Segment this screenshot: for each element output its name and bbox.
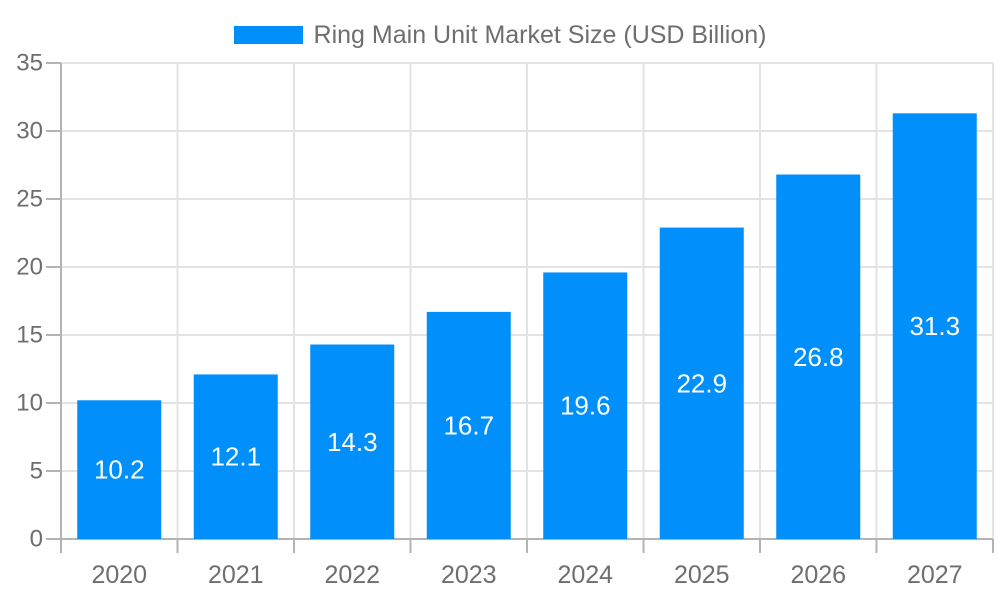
bar-2022 (310, 344, 395, 539)
x-axis-label-2024: 2024 (557, 561, 613, 589)
x-axis-label-2027: 2027 (907, 561, 963, 589)
bar-2024 (543, 272, 628, 539)
y-axis-label-20: 20 (16, 254, 43, 281)
bar-value-2020: 10.2 (94, 455, 145, 485)
x-axis-label-2023: 2023 (441, 561, 497, 589)
bar-value-2022: 14.3 (327, 427, 378, 457)
x-axis-label-2022: 2022 (324, 561, 380, 589)
x-axis-label-2025: 2025 (674, 561, 730, 589)
legend-swatch (233, 26, 303, 44)
bar-value-2027: 31.3 (909, 311, 960, 341)
bar-value-2023: 16.7 (443, 410, 494, 440)
bar-value-2021: 12.1 (210, 442, 261, 472)
bar-value-2025: 22.9 (676, 368, 727, 398)
bar-2027 (892, 113, 977, 539)
bar-value-2024: 19.6 (560, 391, 611, 421)
x-axis-label-2026: 2026 (790, 561, 846, 589)
x-axis-label-2021: 2021 (208, 561, 264, 589)
y-axis-label-30: 30 (16, 118, 43, 145)
y-axis-label-35: 35 (16, 50, 43, 77)
bar-2020 (77, 400, 162, 539)
bar-2023 (426, 311, 511, 539)
y-axis-label-10: 10 (16, 390, 43, 417)
y-axis-label-5: 5 (30, 458, 43, 485)
y-axis-label-15: 15 (16, 322, 43, 349)
bar-2026 (776, 174, 861, 539)
x-axis-label-2020: 2020 (91, 561, 147, 589)
y-axis-label-25: 25 (16, 186, 43, 213)
bar-2021 (193, 374, 278, 539)
legend-label: Ring Main Unit Market Size (USD Billion) (313, 21, 767, 49)
legend-item[interactable]: Ring Main Unit Market Size (USD Billion) (0, 20, 1000, 50)
bar-value-2026: 26.8 (793, 342, 844, 372)
y-axis-label-0: 0 (30, 526, 43, 553)
bar-2025 (659, 227, 744, 539)
